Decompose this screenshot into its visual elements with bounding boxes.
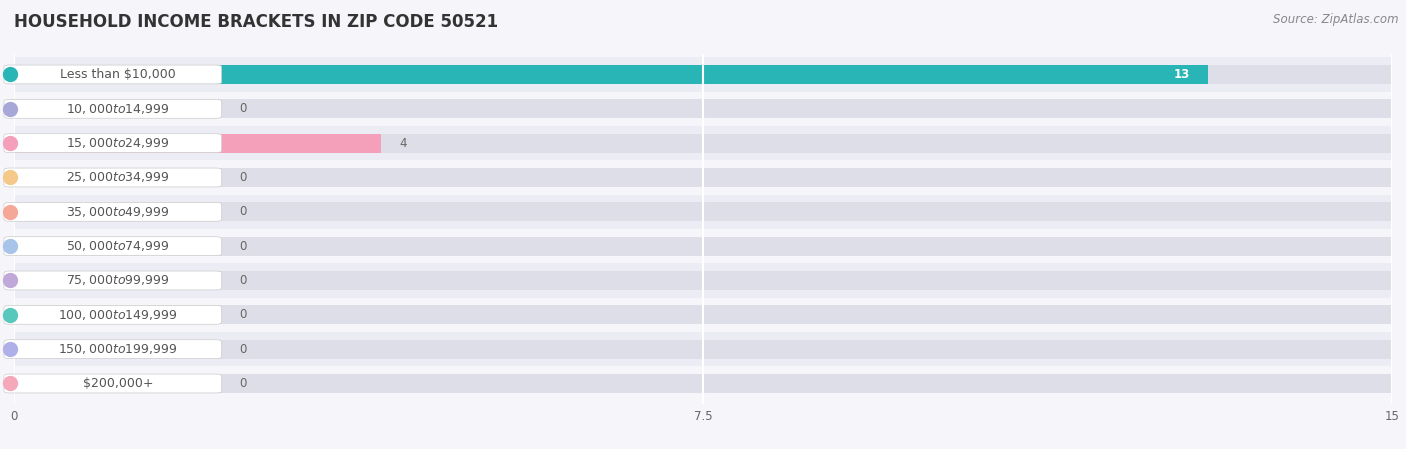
- Text: 13: 13: [1174, 68, 1189, 81]
- Text: 0: 0: [239, 274, 246, 287]
- Bar: [14, 237, 1392, 255]
- Bar: [14, 160, 1392, 195]
- Text: 0: 0: [239, 377, 246, 390]
- Bar: [14, 92, 1392, 126]
- Bar: [14, 65, 1392, 84]
- FancyBboxPatch shape: [4, 65, 222, 84]
- Bar: [14, 298, 1392, 332]
- FancyBboxPatch shape: [4, 340, 222, 359]
- Text: 0: 0: [239, 343, 246, 356]
- Bar: [14, 374, 1392, 393]
- Text: $15,000 to $24,999: $15,000 to $24,999: [66, 136, 170, 150]
- FancyBboxPatch shape: [4, 134, 222, 153]
- Text: 0: 0: [239, 308, 246, 321]
- FancyBboxPatch shape: [4, 271, 222, 290]
- FancyBboxPatch shape: [4, 168, 222, 187]
- Bar: [14, 195, 1392, 229]
- FancyBboxPatch shape: [4, 99, 222, 118]
- Text: $100,000 to $149,999: $100,000 to $149,999: [58, 308, 177, 322]
- Text: $25,000 to $34,999: $25,000 to $34,999: [66, 171, 170, 185]
- Text: $150,000 to $199,999: $150,000 to $199,999: [58, 342, 177, 356]
- Bar: [14, 134, 381, 153]
- FancyBboxPatch shape: [4, 374, 222, 393]
- Text: $10,000 to $14,999: $10,000 to $14,999: [66, 102, 170, 116]
- Bar: [14, 271, 1392, 290]
- Text: 0: 0: [239, 171, 246, 184]
- Text: $50,000 to $74,999: $50,000 to $74,999: [66, 239, 170, 253]
- Text: 0: 0: [239, 102, 246, 115]
- Text: Less than $10,000: Less than $10,000: [60, 68, 176, 81]
- Text: 0: 0: [239, 240, 246, 253]
- Bar: [14, 65, 1208, 84]
- Bar: [14, 99, 1392, 118]
- Bar: [14, 340, 1392, 359]
- Bar: [14, 202, 1392, 221]
- Text: $75,000 to $99,999: $75,000 to $99,999: [66, 273, 170, 287]
- Text: Source: ZipAtlas.com: Source: ZipAtlas.com: [1274, 13, 1399, 26]
- Bar: [14, 263, 1392, 298]
- Bar: [14, 126, 1392, 160]
- Text: $35,000 to $49,999: $35,000 to $49,999: [66, 205, 170, 219]
- Bar: [14, 229, 1392, 263]
- Text: HOUSEHOLD INCOME BRACKETS IN ZIP CODE 50521: HOUSEHOLD INCOME BRACKETS IN ZIP CODE 50…: [14, 13, 498, 31]
- Bar: [14, 57, 1392, 92]
- FancyBboxPatch shape: [4, 237, 222, 255]
- Bar: [14, 305, 1392, 324]
- Bar: [14, 134, 1392, 153]
- FancyBboxPatch shape: [4, 202, 222, 221]
- Text: 4: 4: [399, 136, 408, 150]
- Bar: [14, 366, 1392, 401]
- Bar: [14, 332, 1392, 366]
- Bar: [14, 168, 1392, 187]
- FancyBboxPatch shape: [4, 305, 222, 324]
- Text: 0: 0: [239, 205, 246, 218]
- Text: $200,000+: $200,000+: [83, 377, 153, 390]
